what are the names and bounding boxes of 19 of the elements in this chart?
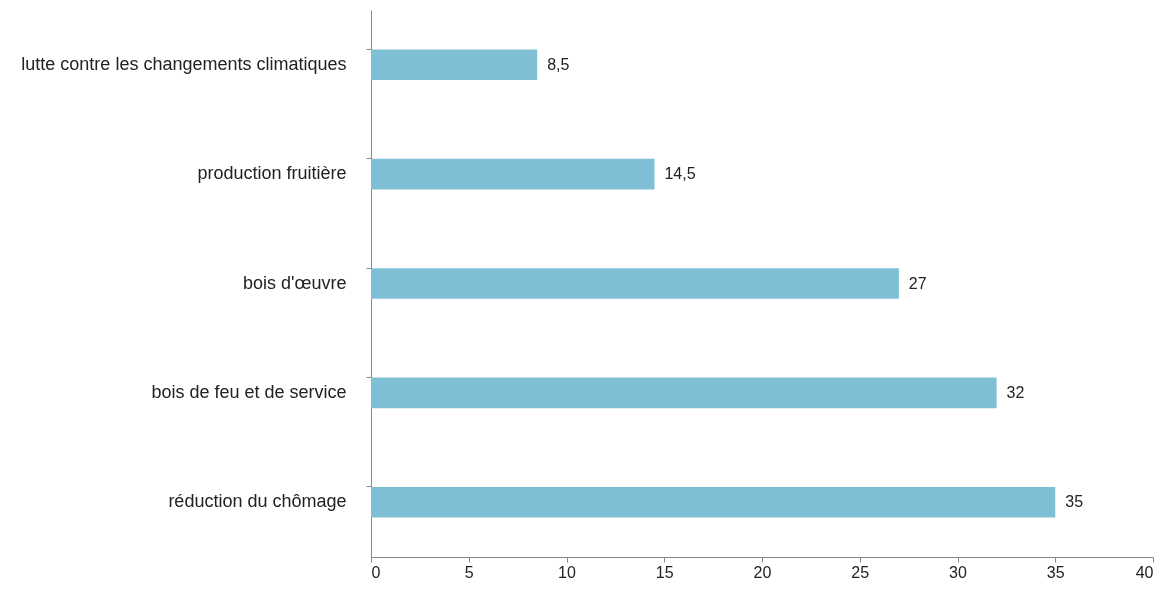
- x-tick-label: 20: [753, 563, 772, 581]
- data-label: 32: [1006, 383, 1025, 401]
- x-tick-label: 10: [558, 563, 576, 581]
- x-tick-label: 30: [949, 563, 967, 581]
- x-tick-label: 35: [1046, 563, 1065, 581]
- data-label: 8,5: [547, 55, 570, 73]
- y-tick-label: bois d'œuvre: [243, 272, 347, 293]
- data-label: 27: [908, 274, 927, 292]
- y-tick-label: production fruitière: [197, 163, 347, 184]
- x-tick-label: 25: [851, 563, 870, 581]
- x-tick-label: 5: [464, 563, 474, 581]
- x-tick-label: 0: [371, 563, 381, 581]
- data-label: 35: [1065, 493, 1084, 511]
- y-tick-label: lutte contre les changements climatiques: [21, 53, 347, 74]
- x-tick-label: 40: [1135, 563, 1154, 581]
- x-tick-label: 15: [655, 563, 674, 581]
- y-tick-label: bois de feu et de service: [151, 381, 347, 402]
- data-label: 14,5: [664, 165, 696, 183]
- y-tick-label: réduction du chômage: [168, 491, 347, 512]
